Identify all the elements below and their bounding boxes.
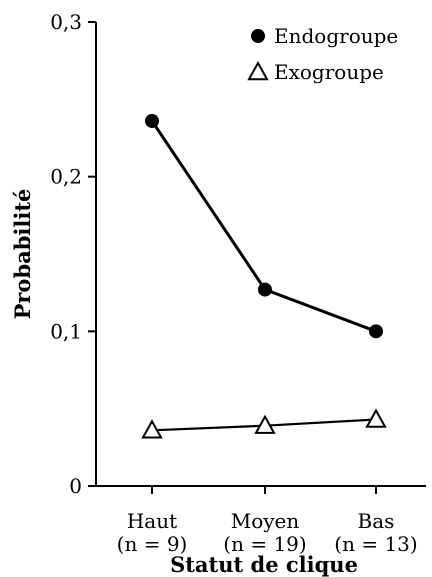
y-tick-label: 0 [69,474,82,498]
legend-label: Endogroupe [274,24,398,48]
data-point [369,324,383,338]
y-axis-label: Probabilité [10,189,35,320]
legend-marker [251,29,265,43]
series-layer [143,114,385,438]
legend-marker [249,63,267,79]
x-tick-label: Bas [358,509,395,533]
legend: Endogroupe Exogroupe [249,24,398,84]
y-tick-label: 0,2 [50,165,82,189]
legend-label: Exogroupe [274,60,384,84]
x-tick-label: Moyen [231,509,300,533]
series-exogroupe [143,410,385,437]
data-point [145,114,159,128]
series-line [152,121,376,331]
x-axis-label: Statut de clique [170,552,358,577]
y-tick-label: 0,1 [50,319,82,343]
series-endogroupe [145,114,383,338]
data-point [367,410,385,426]
y-tick-label: 0,3 [50,10,82,34]
x-tick-label: Haut [127,509,177,533]
y-axis-ticks: 0 0,1 0,2 0,3 [50,10,96,498]
x-axis-ticks: Haut(n = 9)Moyen(n = 19)Bas(n = 13) [117,486,418,556]
data-point [258,283,272,297]
